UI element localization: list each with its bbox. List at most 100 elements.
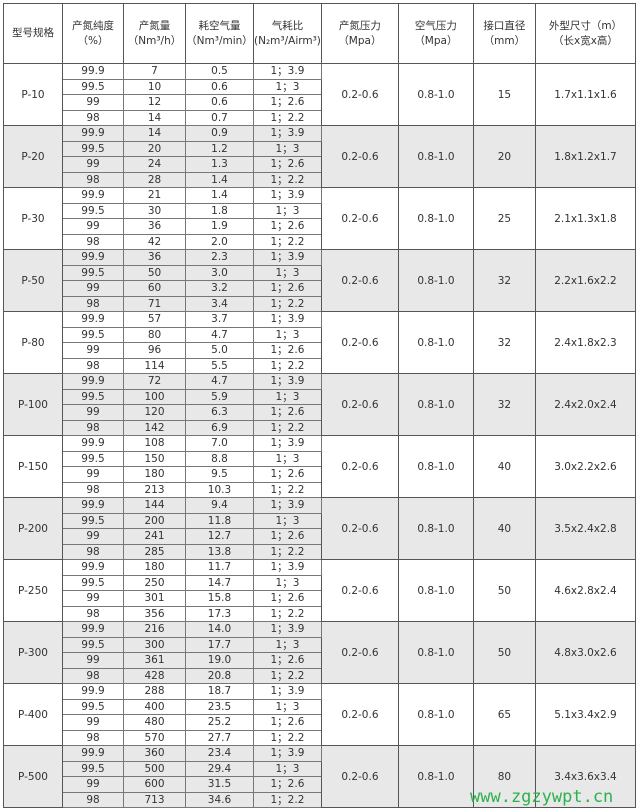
air-consumption-cell: 34.6 — [185, 791, 254, 808]
flow-cell: 480 — [123, 714, 186, 731]
ratio-cell: 1；2.2 — [253, 543, 322, 560]
purity-cell: 99 — [62, 280, 124, 297]
header-text: （长x宽x高） — [552, 34, 618, 47]
air-consumption-cell: 3.4 — [185, 295, 254, 312]
column-header: 耗空气量 （Nm³/min） — [185, 3, 254, 64]
purity-cell: 99.5 — [62, 78, 124, 95]
dimensions-cell: 3.4x3.6x3.4 — [534, 745, 637, 808]
ratio-cell: 1；2.2 — [253, 357, 322, 374]
dimensions-cell: 5.1x3.4x2.9 — [534, 683, 637, 746]
purity-cell: 99.9 — [62, 125, 124, 142]
flow-cell: 400 — [123, 698, 186, 715]
purity-cell: 98 — [62, 109, 124, 126]
column-header: 型号规格 — [3, 3, 63, 64]
table-row: 99 361 19.0 1；2.6 — [4, 652, 636, 669]
model-cell: P-300 — [3, 621, 63, 684]
air-consumption-cell: 3.0 — [185, 264, 254, 281]
ratio-cell: 1；2.6 — [253, 466, 322, 483]
ratio-cell: 1；2.6 — [253, 342, 322, 359]
air-consumption-cell: 17.3 — [185, 605, 254, 622]
ratio-cell: 1；3 — [253, 512, 322, 529]
table-row: 99 120 6.3 1；2.6 — [4, 404, 636, 421]
purity-cell: 99 — [62, 776, 124, 793]
purity-cell: 98 — [62, 605, 124, 622]
dimensions-cell: 2.4x2.0x2.4 — [534, 373, 637, 436]
model-cell: P-30 — [3, 187, 63, 250]
flow-cell: 360 — [123, 745, 186, 762]
ratio-cell: 1；3.9 — [253, 435, 322, 452]
purity-cell: 98 — [62, 295, 124, 312]
flow-cell: 180 — [123, 466, 186, 483]
air-pressure-cell: 0.8-1.0 — [397, 435, 474, 498]
purity-cell: 98 — [62, 419, 124, 436]
column-header: 接口直径 （mm） — [472, 3, 536, 64]
table-row: P-80 99.9 57 3.7 1；3.9 0.2-0.6 0.8-1.0 32 2.4x1.… — [3, 311, 637, 374]
flow-cell: 570 — [123, 729, 186, 746]
purity-cell: 99 — [62, 652, 124, 669]
air-consumption-cell: 17.7 — [185, 636, 254, 653]
diameter-cell: 32 — [472, 249, 536, 312]
purity-cell: 98 — [62, 543, 124, 560]
air-consumption-cell: 0.7 — [185, 109, 254, 126]
ratio-cell: 1；3.9 — [253, 311, 322, 328]
purity-cell: 98 — [62, 481, 124, 498]
ratio-cell: 1；3 — [253, 388, 322, 405]
air-pressure-cell: 0.8-1.0 — [397, 187, 474, 250]
flow-cell: 10 — [123, 78, 186, 95]
ratio-cell: 1；3 — [253, 202, 322, 219]
flow-cell: 114 — [123, 357, 186, 374]
header-text: 产氮纯度 — [72, 19, 114, 32]
table-row: 98 213 10.3 1；2.2 — [4, 481, 636, 498]
air-consumption-cell: 18.7 — [185, 683, 254, 700]
ratio-cell: 1；2.2 — [253, 605, 322, 622]
purity-cell: 99.5 — [62, 512, 124, 529]
table-row: P-30 99.9 21 1.4 1；3.9 0.2-0.6 0.8-1.0 25 2.1x1.… — [3, 187, 637, 250]
air-consumption-cell: 0.6 — [185, 94, 254, 111]
air-pressure-cell: 0.8-1.0 — [397, 497, 474, 560]
table-row: 99.5 50 3.0 1；3 — [4, 264, 636, 281]
purity-cell: 99.5 — [62, 264, 124, 281]
flow-cell: 14 — [123, 125, 186, 142]
air-pressure-cell: 0.8-1.0 — [397, 621, 474, 684]
air-consumption-cell: 6.3 — [185, 404, 254, 421]
header-text: 产氮压力 — [338, 19, 381, 32]
ratio-cell: 1；2.2 — [253, 109, 322, 126]
dimensions-cell: 4.8x3.0x2.6 — [534, 621, 637, 684]
ratio-cell: 1；2.6 — [253, 404, 322, 421]
air-consumption-cell: 14.0 — [185, 621, 254, 638]
table-row: 98 142 6.9 1；2.2 — [4, 419, 636, 436]
ratio-cell: 1；2.6 — [253, 94, 322, 111]
air-consumption-cell: 11.7 — [185, 559, 254, 576]
table-row: P-100 99.9 72 4.7 1；3.9 0.2-0.6 0.8-1.0 32 2.4x2… — [3, 373, 637, 436]
table-row: 99.5 200 11.8 1；3 — [4, 512, 636, 529]
table-row: 99.5 300 17.7 1；3 — [4, 636, 636, 653]
purity-cell: 99 — [62, 404, 124, 421]
ratio-cell: 1；2.2 — [253, 295, 322, 312]
ratio-cell: 1；3 — [253, 264, 322, 281]
table-row: 99 301 15.8 1；2.6 — [4, 590, 636, 607]
flow-cell: 120 — [123, 404, 186, 421]
purity-cell: 99 — [62, 342, 124, 359]
table-row: P-500 99.9 360 23.4 1；3.9 0.2-0.6 0.8-1.0 80 3.4… — [3, 745, 637, 808]
dimensions-cell: 4.6x2.8x2.4 — [534, 559, 637, 622]
model-cell: P-500 — [3, 745, 63, 808]
air-consumption-cell: 10.3 — [185, 481, 254, 498]
air-consumption-cell: 1.8 — [185, 202, 254, 219]
ratio-cell: 1；3 — [253, 78, 322, 95]
diameter-cell: 32 — [472, 311, 536, 374]
column-header: 外型尺寸（m） （长x宽x高） — [534, 3, 637, 64]
flow-cell: 713 — [123, 791, 186, 808]
ratio-cell: 1；2.6 — [253, 652, 322, 669]
ratio-cell: 1；3.9 — [253, 621, 322, 638]
table-row: 98 285 13.8 1；2.2 — [4, 543, 636, 560]
nitrogen-pressure-cell: 0.2-0.6 — [320, 63, 399, 126]
air-consumption-cell: 5.9 — [185, 388, 254, 405]
dimensions-cell: 1.8x1.2x1.7 — [534, 125, 637, 188]
air-consumption-cell: 1.3 — [185, 156, 254, 173]
diameter-cell: 20 — [472, 125, 536, 188]
purity-cell: 98 — [62, 667, 124, 684]
ratio-cell: 1；3.9 — [253, 745, 322, 762]
nitrogen-pressure-cell: 0.2-0.6 — [320, 683, 399, 746]
flow-cell: 600 — [123, 776, 186, 793]
flow-cell: 30 — [123, 202, 186, 219]
